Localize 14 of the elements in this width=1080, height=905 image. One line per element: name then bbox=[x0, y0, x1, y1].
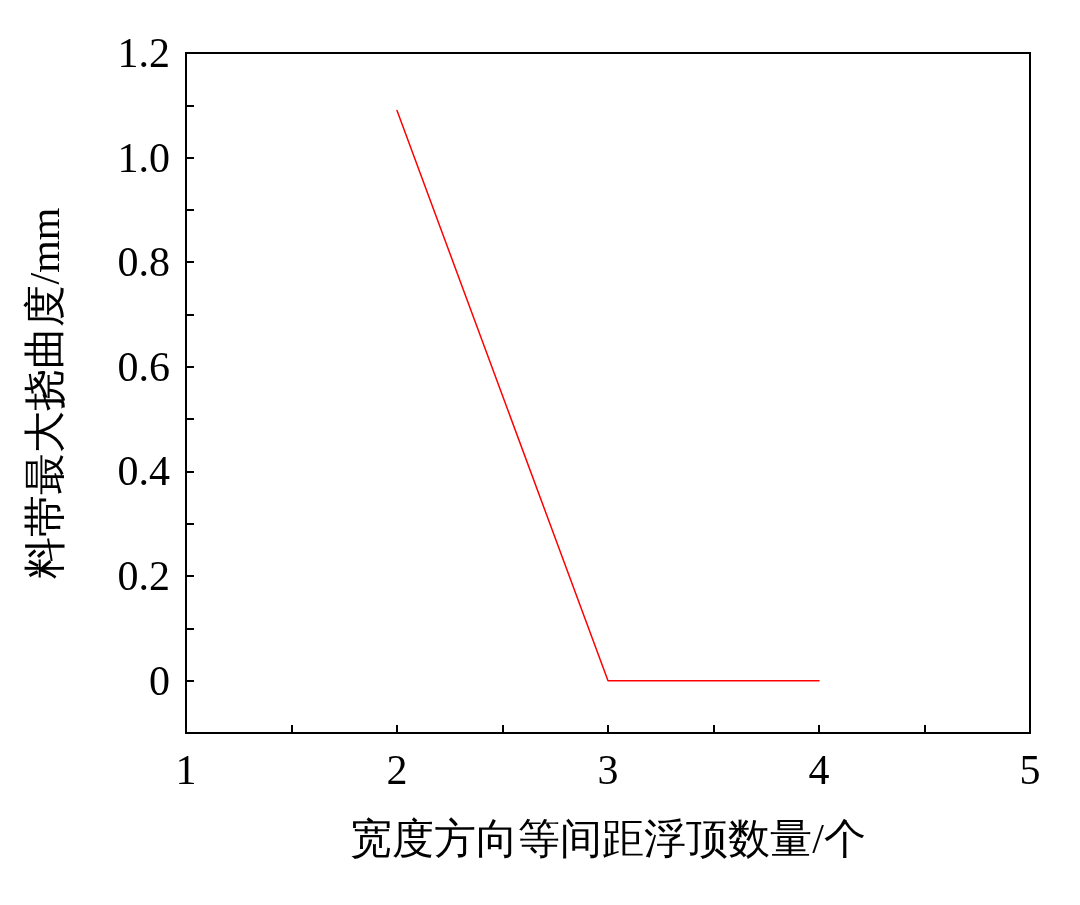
x-tick-label: 5 bbox=[1019, 747, 1041, 793]
x-tick-label: 4 bbox=[808, 747, 830, 793]
y-tick-label: 0.2 bbox=[117, 553, 170, 600]
y-tick-label: 0 bbox=[149, 657, 170, 704]
y-tick-label: 0.8 bbox=[117, 239, 170, 286]
x-tick-label: 3 bbox=[597, 747, 619, 793]
y-tick-label: 0.6 bbox=[117, 343, 170, 390]
x-tick-label: 1 bbox=[175, 747, 197, 793]
y-tick-label: 0.4 bbox=[117, 448, 170, 495]
x-axis-title: 宽度方向等间距浮顶数量/个 bbox=[350, 816, 866, 862]
x-tick-label: 2 bbox=[386, 747, 408, 793]
y-tick-label: 1.2 bbox=[117, 30, 170, 76]
y-tick-label: 1.0 bbox=[117, 134, 170, 181]
y-axis-title: 料带最大挠曲度/mm bbox=[22, 207, 68, 579]
